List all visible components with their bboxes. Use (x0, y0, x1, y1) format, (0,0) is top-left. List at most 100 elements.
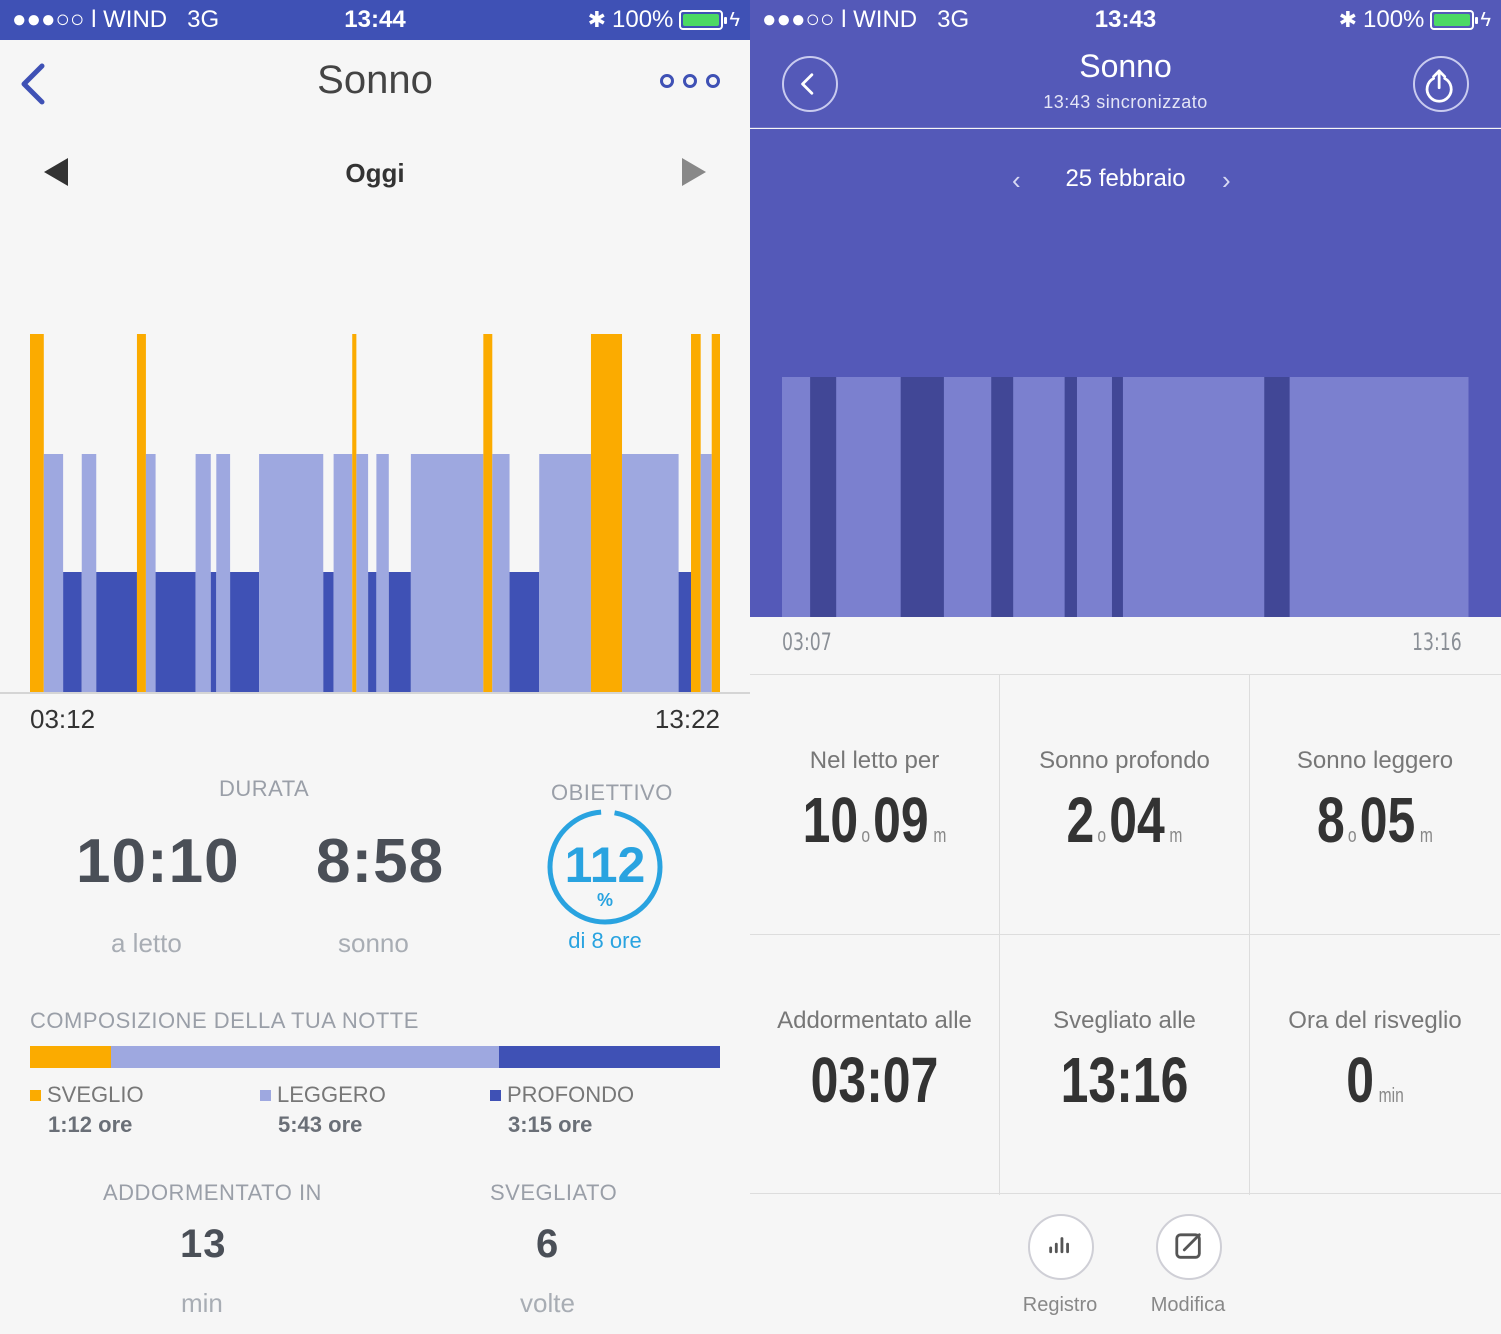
sleep-segment-profondo (810, 377, 837, 617)
battery-percent: 100% (612, 6, 674, 33)
stat-unit: m (1419, 825, 1433, 847)
sleep-segment-sveglio (691, 334, 701, 692)
header: Sonno 13:43 sincronizzato (750, 40, 1501, 128)
modifica-button[interactable] (1156, 1214, 1222, 1280)
sleep-segment-sveglio (711, 334, 720, 692)
legend-swatch (260, 1089, 271, 1101)
composition-segment (499, 1046, 720, 1068)
sleep-segment-profondo (230, 572, 260, 692)
sleep-segment-sveglio (30, 334, 44, 692)
chart-start-time: 03:12 (30, 704, 96, 734)
stat-caption: Sonno leggero (1296, 747, 1454, 774)
sleep-segment-leggero (81, 454, 97, 692)
sleep-segment-profondo (1264, 377, 1291, 617)
stat-unit: min (1378, 1085, 1404, 1107)
stat-caption: Ora del risveglio (1288, 1007, 1462, 1034)
battery-icon (679, 10, 728, 30)
sleep-segment-leggero (782, 377, 811, 617)
registro-button[interactable] (1028, 1214, 1094, 1280)
stat-value-main: 03:07 (810, 1044, 939, 1116)
status-time: 13:43 (1094, 6, 1157, 33)
fell-asleep-label: ADDORMENTATO IN (103, 1180, 322, 1205)
day-label: Oggi (345, 158, 405, 188)
sleep-segment-leggero (195, 454, 211, 692)
next-day-icon[interactable] (682, 158, 706, 186)
legend-swatch (30, 1089, 41, 1101)
sleep-value: 8:58 (316, 827, 445, 896)
stat-hour-unit: o (1097, 825, 1107, 847)
sleep-segment-profondo (96, 572, 137, 692)
in-bed-label: a letto (111, 928, 182, 958)
prev-day-icon[interactable] (44, 158, 68, 186)
sleep-segment-profondo (388, 572, 411, 692)
sleep-segment-leggero (145, 454, 156, 692)
stat-hour-unit: o (861, 825, 870, 847)
sleep-segment-leggero (622, 454, 679, 692)
stat-value-minutes: 09 (873, 784, 929, 856)
composition-title: COMPOSIZIONE DELLA TUA NOTTE (30, 1008, 419, 1033)
stat-value: 10 o09 m (777, 783, 971, 857)
sleep-segment-profondo (991, 377, 1014, 617)
stat-value: 2 o04 m (1027, 783, 1221, 857)
status-time: 13:44 (344, 6, 406, 33)
goal-target: di 8 ore (568, 928, 642, 953)
sleep-segment-leggero (1289, 377, 1469, 617)
chart-end-time: 13:22 (654, 704, 720, 734)
stat-value: 0 min (1278, 1043, 1473, 1117)
more-options-icon[interactable] (660, 74, 720, 88)
stat-cell: Nel letto per 10 o09 m (750, 675, 1000, 935)
sleep-segment-profondo (509, 572, 540, 692)
stat-caption: Svegliato alle (1053, 1007, 1196, 1034)
stat-cell: Sonno leggero 8 o05 m (1250, 675, 1500, 935)
bluetooth-icon: ✱ (587, 7, 607, 32)
sleep-timeline-chart (0, 334, 750, 694)
sleep-segment-leggero (376, 454, 389, 692)
nav-bar: Sonno (0, 40, 750, 128)
sleep-segment-profondo (368, 572, 377, 692)
battery-percent: 100% (1363, 6, 1425, 33)
chart-area: ‹ 25 febbraio › (750, 129, 1501, 617)
prev-date-icon[interactable]: ‹ (1012, 165, 1021, 195)
stat-hour-unit: o (1347, 825, 1357, 847)
legend-value: 1:12 ore (48, 1112, 133, 1137)
stat-value-main: 13:16 (1060, 1044, 1189, 1116)
chart-end-time: 13:16 (1412, 628, 1462, 656)
sleep-segment-profondo (678, 572, 692, 692)
legend-swatch (490, 1089, 501, 1101)
sleep-segment-leggero (259, 454, 324, 692)
stat-cell: Addormentato alle 03:07 (750, 935, 1000, 1195)
sleep-segment-leggero (410, 454, 484, 692)
legend-name: PROFONDO (507, 1082, 635, 1107)
stat-caption: Sonno profondo (1039, 747, 1210, 774)
in-bed-value: 10:10 (76, 827, 240, 896)
goal-ring (547, 809, 663, 925)
sleep-segment-sveglio (590, 334, 623, 692)
stat-caption: Addormentato alle (777, 1007, 972, 1034)
awake-count-unit: volte (520, 1288, 575, 1318)
sleep-segment-leggero (356, 454, 369, 692)
stat-unit: m (1169, 825, 1183, 847)
composition-segment (30, 1046, 112, 1068)
next-date-icon[interactable]: › (1222, 165, 1231, 195)
legend-value: 3:15 ore (508, 1112, 593, 1137)
sleep-segment-leggero (492, 454, 510, 692)
back-button[interactable] (782, 56, 838, 112)
sleep-segment-profondo (210, 572, 217, 692)
charging-icon: ϟ (1480, 9, 1491, 31)
stats-grid: Nel letto per 10 o09 m Sonno profondo 2 o04 m So… (750, 674, 1501, 1195)
stat-value: 8 o05 m (1278, 783, 1473, 857)
sleep-segment-leggero (43, 454, 64, 692)
sleep-segment-sveglio (483, 334, 493, 692)
bar-chart-icon (1049, 1237, 1069, 1254)
sleep-segment-profondo (323, 572, 334, 692)
sleep-segment-leggero (836, 377, 902, 617)
status-right: ✱ 100% ϟ (1339, 0, 1491, 40)
share-button[interactable] (1413, 56, 1469, 112)
stat-value-minutes: 04 (1109, 784, 1165, 856)
stat-value-minutes: 05 (1359, 784, 1416, 856)
carrier-label: ●●●○○ l WIND 3G (12, 6, 220, 33)
stat-value-main: 2 (1066, 784, 1095, 856)
sleep-segment-leggero (1013, 377, 1066, 617)
battery-icon (1430, 10, 1479, 30)
back-icon[interactable] (14, 60, 54, 108)
